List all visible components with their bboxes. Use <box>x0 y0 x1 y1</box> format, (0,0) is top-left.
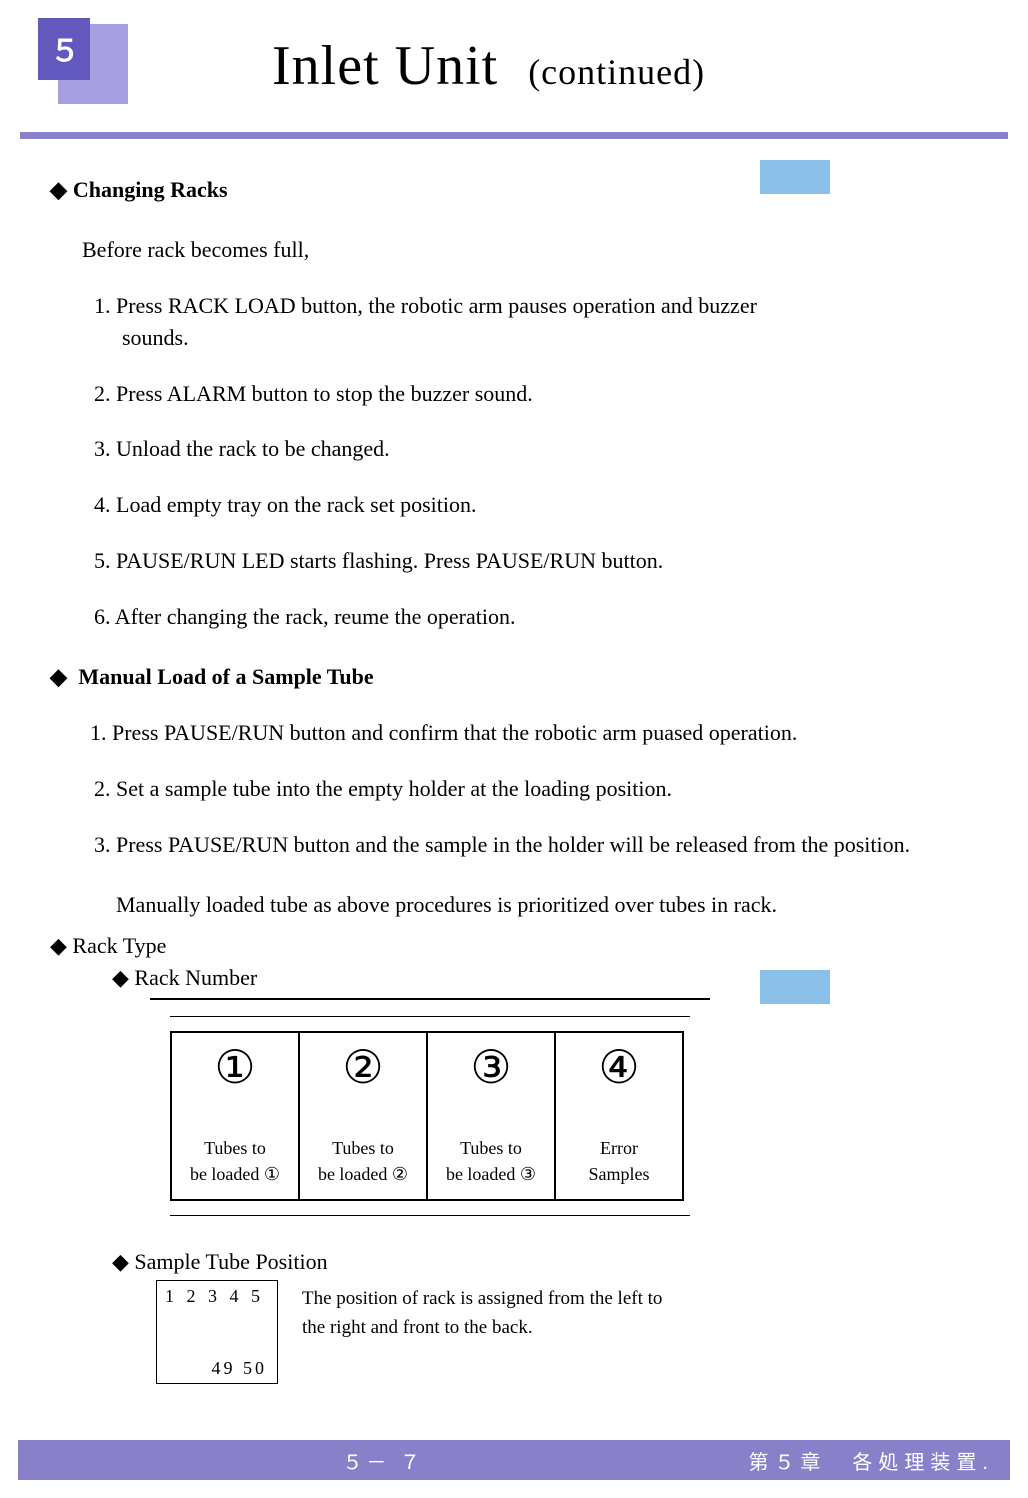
sample-position-box: 1 2 3 4 5 49 50 <box>156 1280 278 1384</box>
section-changing-racks-heading: ◆Changing Racks <box>50 174 978 206</box>
rack-label-3b: be loaded ③ <box>446 1164 536 1184</box>
diamond-icon: ◆ <box>50 664 67 689</box>
side-marker-top <box>760 160 830 194</box>
rack-label-2b: be loaded ② <box>318 1164 408 1184</box>
diagram-rule-bot <box>170 1215 690 1216</box>
section1-intro: Before rack becomes full, <box>60 234 978 266</box>
footer-bar: ５－ ７ 第５章 各処理装置. <box>18 1440 1010 1480</box>
sample-pos-text1: The position of rack is assigned from th… <box>302 1284 662 1313</box>
rack-label-4b: Samples <box>589 1164 650 1184</box>
rack-label-1a: Tubes to <box>204 1138 266 1158</box>
header-rule <box>20 132 1008 139</box>
section2-note: Manually loaded tube as above procedures… <box>116 889 978 921</box>
diamond-icon: ◆ <box>50 177 67 202</box>
section1-step1a: 1. Press RACK LOAD button, the robotic a… <box>94 290 978 322</box>
chapter-icon-front: ５ <box>38 18 90 80</box>
rack-num-1: ① <box>173 1034 297 1101</box>
sample-position-row: 1 2 3 4 5 49 50 The position of rack is … <box>156 1280 978 1384</box>
rack-number-heading: ◆ Rack Number <box>112 962 978 994</box>
rack-num-3: ③ <box>429 1034 553 1101</box>
section1-step5: 5. PAUSE/RUN LED starts flashing. Press … <box>94 545 978 577</box>
page-content: ◆Changing Racks Before rack becomes full… <box>0 140 1028 1384</box>
diamond-icon: ◆ <box>112 1249 129 1274</box>
diagram-rule-top <box>150 998 710 1000</box>
page-title-sub: (continued) <box>528 52 705 92</box>
section2-step2: 2. Set a sample tube into the empty hold… <box>94 773 978 805</box>
section2-step1: 1. Press PAUSE/RUN button and confirm th… <box>90 717 978 749</box>
rack-num-2: ② <box>301 1034 425 1101</box>
diamond-icon: ◆ <box>50 933 67 958</box>
rack-label-2a: Tubes to <box>332 1138 394 1158</box>
footer-page-number: ５－ ７ <box>18 1446 748 1475</box>
rack-num-4: ④ <box>557 1034 681 1101</box>
page-title-main: Inlet Unit <box>272 35 498 97</box>
sample-position-text: The position of rack is assigned from th… <box>302 1280 662 1343</box>
sample-pos-bot: 49 50 <box>212 1355 268 1381</box>
diagram-rule-mid <box>170 1016 690 1017</box>
rack-cell-3: ③ Tubes to be loaded ③ <box>427 1032 555 1200</box>
sample-pos-text2: the right and front to the back. <box>302 1313 662 1342</box>
side-marker-bottom <box>760 970 830 1004</box>
section1-step3: 3. Unload the rack to be changed. <box>94 433 978 465</box>
rack-label-1b: be loaded ① <box>190 1164 280 1184</box>
rack-cell-4: ④ Error Samples <box>555 1032 683 1200</box>
section1-step6: 6. After changing the rack, reume the op… <box>94 601 978 633</box>
rack-table: ① Tubes to be loaded ① ② Tubes to be loa… <box>170 1031 684 1201</box>
rack-number-diagram: ① Tubes to be loaded ① ② Tubes to be loa… <box>150 998 710 1216</box>
footer-chapter-label: 第５章 各処理装置. <box>748 1446 1010 1475</box>
rack-label-4a: Error <box>600 1138 638 1158</box>
rack-type-heading: ◆ Rack Type <box>50 930 978 962</box>
section-manual-load-heading: ◆ Manual Load of a Sample Tube <box>50 661 978 693</box>
sample-pos-top: 1 2 3 4 5 <box>165 1283 264 1309</box>
sample-tube-position-heading: ◆ Sample Tube Position <box>112 1246 978 1278</box>
page-title: Inlet Unit (continued) <box>272 34 705 98</box>
rack-cell-1: ① Tubes to be loaded ① <box>171 1032 299 1200</box>
section1-step4: 4. Load empty tray on the rack set posit… <box>94 489 978 521</box>
section2-step3: 3. Press PAUSE/RUN button and the sample… <box>94 829 978 861</box>
section1-step2: 2. Press ALARM button to stop the buzzer… <box>94 378 978 410</box>
rack-label-3a: Tubes to <box>460 1138 522 1158</box>
diamond-icon: ◆ <box>112 965 129 990</box>
rack-cell-2: ② Tubes to be loaded ② <box>299 1032 427 1200</box>
page-header: ５ Inlet Unit (continued) <box>0 0 1028 140</box>
chapter-number: ５ <box>50 26 80 70</box>
section1-step1b: sounds. <box>122 322 978 354</box>
